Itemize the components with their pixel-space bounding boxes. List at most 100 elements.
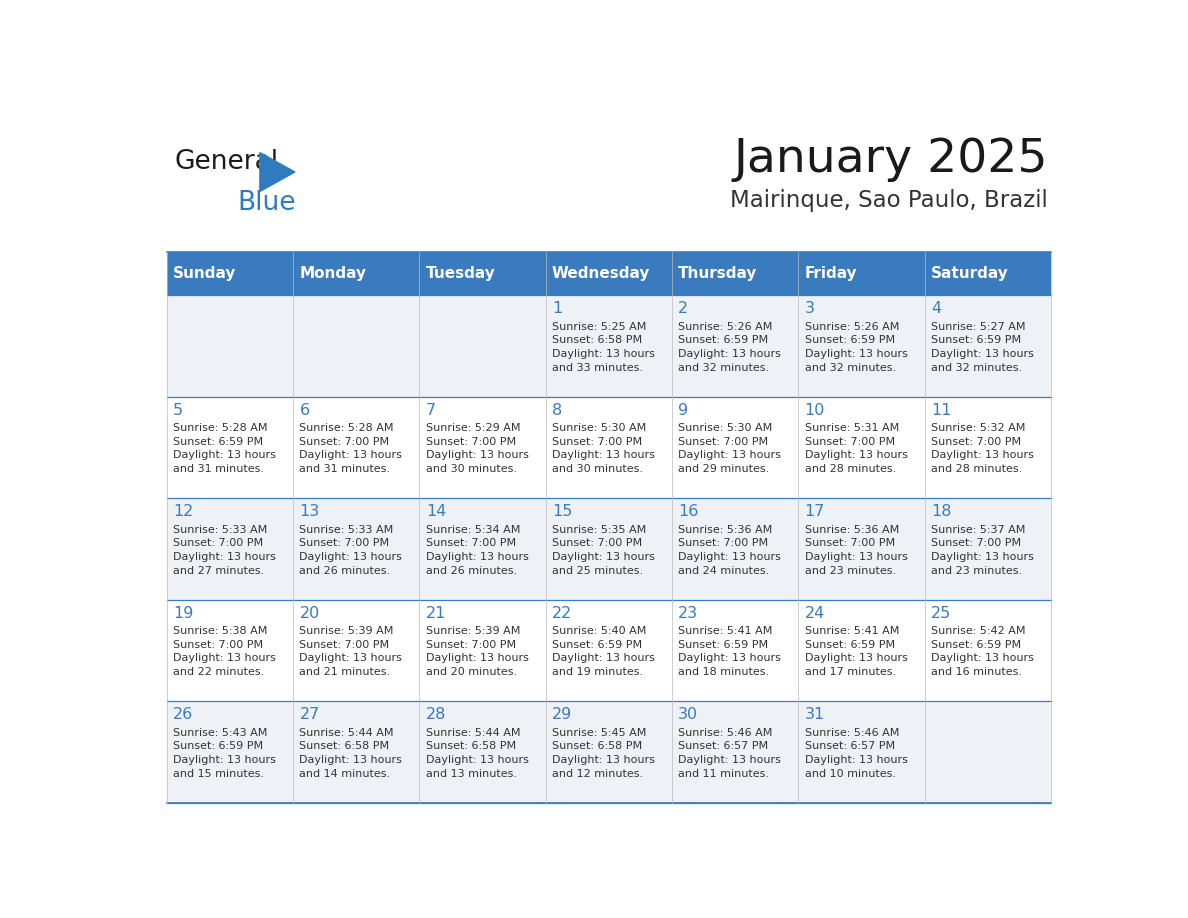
- Text: Wednesday: Wednesday: [552, 266, 650, 281]
- Text: 15: 15: [552, 505, 573, 520]
- Text: 28: 28: [425, 708, 447, 722]
- Text: 17: 17: [804, 505, 824, 520]
- Text: 14: 14: [425, 505, 447, 520]
- Text: Sunrise: 5:35 AM
Sunset: 7:00 PM
Daylight: 13 hours
and 25 minutes.: Sunrise: 5:35 AM Sunset: 7:00 PM Dayligh…: [552, 525, 655, 576]
- Bar: [798, 599, 924, 701]
- Text: Sunrise: 5:36 AM
Sunset: 7:00 PM
Daylight: 13 hours
and 24 minutes.: Sunrise: 5:36 AM Sunset: 7:00 PM Dayligh…: [678, 525, 782, 576]
- Text: Thursday: Thursday: [678, 266, 758, 281]
- Text: Sunrise: 5:39 AM
Sunset: 7:00 PM
Daylight: 13 hours
and 20 minutes.: Sunrise: 5:39 AM Sunset: 7:00 PM Dayligh…: [425, 626, 529, 677]
- Bar: [419, 252, 545, 296]
- Text: 24: 24: [804, 606, 824, 621]
- Bar: [672, 252, 798, 296]
- Text: 4: 4: [931, 301, 941, 317]
- Text: Tuesday: Tuesday: [425, 266, 495, 281]
- Bar: [419, 701, 545, 803]
- Text: Sunrise: 5:29 AM
Sunset: 7:00 PM
Daylight: 13 hours
and 30 minutes.: Sunrise: 5:29 AM Sunset: 7:00 PM Dayligh…: [425, 423, 529, 474]
- Bar: [924, 296, 1051, 397]
- Text: 26: 26: [173, 708, 194, 722]
- Bar: [672, 701, 798, 803]
- Text: Sunrise: 5:34 AM
Sunset: 7:00 PM
Daylight: 13 hours
and 26 minutes.: Sunrise: 5:34 AM Sunset: 7:00 PM Dayligh…: [425, 525, 529, 576]
- Bar: [293, 296, 419, 397]
- Bar: [166, 252, 293, 296]
- Bar: [798, 498, 924, 599]
- Text: Blue: Blue: [236, 190, 296, 216]
- Text: Sunrise: 5:44 AM
Sunset: 6:58 PM
Daylight: 13 hours
and 13 minutes.: Sunrise: 5:44 AM Sunset: 6:58 PM Dayligh…: [425, 728, 529, 778]
- Bar: [166, 296, 293, 397]
- Bar: [293, 599, 419, 701]
- Text: 12: 12: [173, 505, 194, 520]
- Text: Sunrise: 5:36 AM
Sunset: 7:00 PM
Daylight: 13 hours
and 23 minutes.: Sunrise: 5:36 AM Sunset: 7:00 PM Dayligh…: [804, 525, 908, 576]
- Bar: [419, 397, 545, 498]
- Text: Sunrise: 5:43 AM
Sunset: 6:59 PM
Daylight: 13 hours
and 15 minutes.: Sunrise: 5:43 AM Sunset: 6:59 PM Dayligh…: [173, 728, 276, 778]
- Text: Sunrise: 5:41 AM
Sunset: 6:59 PM
Daylight: 13 hours
and 18 minutes.: Sunrise: 5:41 AM Sunset: 6:59 PM Dayligh…: [678, 626, 782, 677]
- Text: 5: 5: [173, 403, 183, 418]
- Bar: [419, 498, 545, 599]
- Bar: [924, 397, 1051, 498]
- Bar: [672, 296, 798, 397]
- Text: 11: 11: [931, 403, 952, 418]
- Bar: [166, 498, 293, 599]
- Bar: [672, 599, 798, 701]
- Bar: [924, 599, 1051, 701]
- Bar: [798, 397, 924, 498]
- Text: 6: 6: [299, 403, 310, 418]
- Bar: [419, 296, 545, 397]
- Text: Sunrise: 5:28 AM
Sunset: 6:59 PM
Daylight: 13 hours
and 31 minutes.: Sunrise: 5:28 AM Sunset: 6:59 PM Dayligh…: [173, 423, 276, 474]
- Text: 21: 21: [425, 606, 447, 621]
- Text: Sunrise: 5:41 AM
Sunset: 6:59 PM
Daylight: 13 hours
and 17 minutes.: Sunrise: 5:41 AM Sunset: 6:59 PM Dayligh…: [804, 626, 908, 677]
- Text: Friday: Friday: [804, 266, 858, 281]
- Text: Sunrise: 5:45 AM
Sunset: 6:58 PM
Daylight: 13 hours
and 12 minutes.: Sunrise: 5:45 AM Sunset: 6:58 PM Dayligh…: [552, 728, 655, 778]
- Bar: [293, 701, 419, 803]
- Bar: [672, 498, 798, 599]
- Text: Sunrise: 5:44 AM
Sunset: 6:58 PM
Daylight: 13 hours
and 14 minutes.: Sunrise: 5:44 AM Sunset: 6:58 PM Dayligh…: [299, 728, 403, 778]
- Bar: [166, 397, 293, 498]
- Bar: [545, 498, 672, 599]
- Bar: [293, 252, 419, 296]
- Text: 20: 20: [299, 606, 320, 621]
- Text: Sunrise: 5:46 AM
Sunset: 6:57 PM
Daylight: 13 hours
and 11 minutes.: Sunrise: 5:46 AM Sunset: 6:57 PM Dayligh…: [678, 728, 782, 778]
- Bar: [166, 599, 293, 701]
- Text: 3: 3: [804, 301, 815, 317]
- Text: 8: 8: [552, 403, 562, 418]
- Text: 2: 2: [678, 301, 688, 317]
- Text: 1: 1: [552, 301, 562, 317]
- Text: Sunrise: 5:31 AM
Sunset: 7:00 PM
Daylight: 13 hours
and 28 minutes.: Sunrise: 5:31 AM Sunset: 7:00 PM Dayligh…: [804, 423, 908, 474]
- Text: Sunrise: 5:25 AM
Sunset: 6:58 PM
Daylight: 13 hours
and 33 minutes.: Sunrise: 5:25 AM Sunset: 6:58 PM Dayligh…: [552, 321, 655, 373]
- Bar: [924, 252, 1051, 296]
- Text: Sunrise: 5:42 AM
Sunset: 6:59 PM
Daylight: 13 hours
and 16 minutes.: Sunrise: 5:42 AM Sunset: 6:59 PM Dayligh…: [931, 626, 1034, 677]
- Text: General: General: [175, 149, 278, 175]
- Text: Sunrise: 5:40 AM
Sunset: 6:59 PM
Daylight: 13 hours
and 19 minutes.: Sunrise: 5:40 AM Sunset: 6:59 PM Dayligh…: [552, 626, 655, 677]
- Text: Sunrise: 5:26 AM
Sunset: 6:59 PM
Daylight: 13 hours
and 32 minutes.: Sunrise: 5:26 AM Sunset: 6:59 PM Dayligh…: [804, 321, 908, 373]
- Text: Sunrise: 5:38 AM
Sunset: 7:00 PM
Daylight: 13 hours
and 22 minutes.: Sunrise: 5:38 AM Sunset: 7:00 PM Dayligh…: [173, 626, 276, 677]
- Text: January 2025: January 2025: [733, 137, 1048, 182]
- Text: Sunrise: 5:32 AM
Sunset: 7:00 PM
Daylight: 13 hours
and 28 minutes.: Sunrise: 5:32 AM Sunset: 7:00 PM Dayligh…: [931, 423, 1034, 474]
- Bar: [798, 252, 924, 296]
- Text: 7: 7: [425, 403, 436, 418]
- Bar: [545, 397, 672, 498]
- Bar: [924, 498, 1051, 599]
- Text: Sunrise: 5:33 AM
Sunset: 7:00 PM
Daylight: 13 hours
and 27 minutes.: Sunrise: 5:33 AM Sunset: 7:00 PM Dayligh…: [173, 525, 276, 576]
- Text: Sunrise: 5:46 AM
Sunset: 6:57 PM
Daylight: 13 hours
and 10 minutes.: Sunrise: 5:46 AM Sunset: 6:57 PM Dayligh…: [804, 728, 908, 778]
- Text: 23: 23: [678, 606, 699, 621]
- Text: 18: 18: [931, 505, 952, 520]
- Text: Sunrise: 5:26 AM
Sunset: 6:59 PM
Daylight: 13 hours
and 32 minutes.: Sunrise: 5:26 AM Sunset: 6:59 PM Dayligh…: [678, 321, 782, 373]
- Bar: [798, 296, 924, 397]
- Text: Sunrise: 5:39 AM
Sunset: 7:00 PM
Daylight: 13 hours
and 21 minutes.: Sunrise: 5:39 AM Sunset: 7:00 PM Dayligh…: [299, 626, 403, 677]
- Text: Sunday: Sunday: [173, 266, 236, 281]
- Text: 13: 13: [299, 505, 320, 520]
- Bar: [545, 252, 672, 296]
- Text: 25: 25: [931, 606, 952, 621]
- Text: Sunrise: 5:28 AM
Sunset: 7:00 PM
Daylight: 13 hours
and 31 minutes.: Sunrise: 5:28 AM Sunset: 7:00 PM Dayligh…: [299, 423, 403, 474]
- Text: Monday: Monday: [299, 266, 366, 281]
- Text: Sunrise: 5:30 AM
Sunset: 7:00 PM
Daylight: 13 hours
and 30 minutes.: Sunrise: 5:30 AM Sunset: 7:00 PM Dayligh…: [552, 423, 655, 474]
- Bar: [798, 701, 924, 803]
- Bar: [293, 397, 419, 498]
- Text: 27: 27: [299, 708, 320, 722]
- Text: 22: 22: [552, 606, 573, 621]
- Bar: [545, 701, 672, 803]
- Text: 30: 30: [678, 708, 699, 722]
- Bar: [672, 397, 798, 498]
- Polygon shape: [260, 152, 295, 192]
- Bar: [545, 296, 672, 397]
- Bar: [293, 498, 419, 599]
